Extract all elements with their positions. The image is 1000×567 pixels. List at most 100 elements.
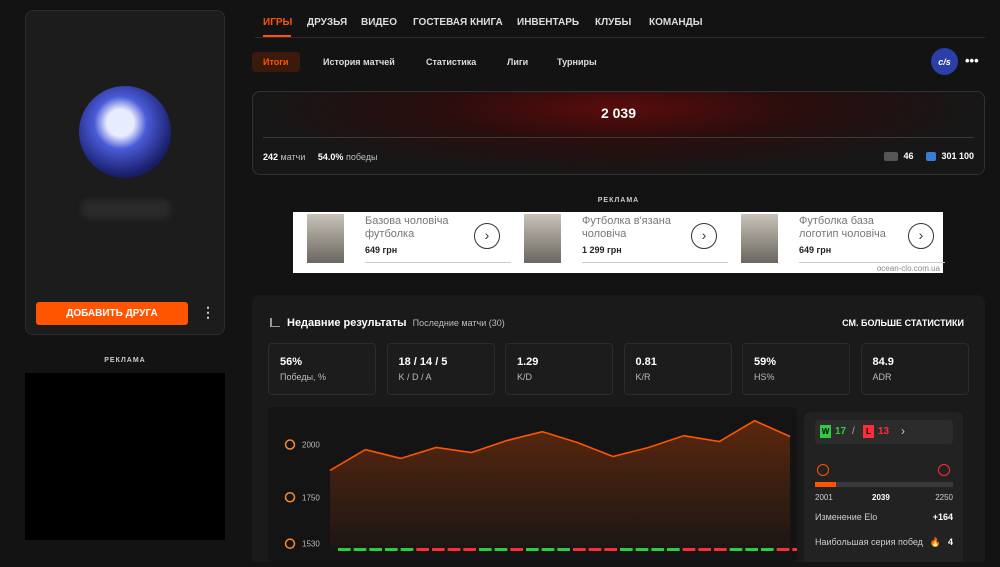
ad-title[interactable]: Футболка база логотип чоловіча: [799, 215, 886, 240]
stat-card: 84.9 ADR: [860, 343, 969, 395]
match-result: [588, 548, 602, 551]
section-title: Недавние результаты: [287, 317, 407, 329]
match-result: [761, 548, 774, 551]
nav-tab[interactable]: КЛУБЫ: [595, 17, 632, 28]
ad-title[interactable]: Футболка в'язана чоловіча: [582, 215, 671, 240]
ad-price: 1 299 грн: [582, 245, 622, 255]
match-result: [416, 548, 429, 551]
summary-panel: W 17 / L 13 › 2001 2039 2250 Изменение Elo +164 Наи…: [804, 412, 963, 562]
main-nav: ИГРЫ ДРУЗЬЯ ВИДЕО ГОСТЕВАЯ КНИГА ИНВЕНТАРЬ КЛ…: [255, 0, 985, 38]
ad-label: РЕКЛАМА: [597, 197, 640, 204]
more-stats-link[interactable]: СМ. БОЛЬШЕ СТАТИСТИКИ: [842, 318, 964, 328]
matches-label: матчи: [280, 152, 306, 162]
elo-change-label: Изменение Elo: [815, 512, 878, 522]
nav-tab[interactable]: КОМАНДЫ: [649, 17, 703, 28]
add-friend-button[interactable]: ДОБАВИТЬ ДРУГА: [36, 302, 188, 325]
ad-image: [741, 214, 778, 263]
game-badge[interactable]: c/s: [931, 48, 958, 75]
elo-banner: 2 039 242 матчи 54.0% победы 46 301 100: [252, 91, 985, 175]
badge-icon: [926, 151, 937, 161]
matches: 242: [263, 152, 279, 162]
elo-value: 2 039: [600, 105, 637, 121]
blurred-name: [81, 199, 171, 219]
nav-tab[interactable]: ДРУЗЬЯ: [307, 17, 348, 28]
stat-label: K/R: [635, 372, 651, 382]
stat-card: 18 / 14 / 5 K / D / A: [386, 343, 495, 395]
match-result: [573, 548, 586, 551]
streak-label: Наибольшая серия побед: [815, 537, 923, 547]
ad-title[interactable]: Базова чоловіча футболка: [365, 215, 449, 240]
section-header: Недавние результаты Последние матчи (30): [287, 317, 505, 329]
more-menu[interactable]: ⋮: [201, 304, 215, 320]
stat-value: 56%: [280, 356, 303, 368]
ad-arrow[interactable]: ›: [908, 223, 934, 249]
match-result: [729, 548, 743, 551]
match-result: [338, 548, 351, 551]
y-tick-label: 1750: [302, 493, 320, 502]
more-dots[interactable]: •••: [965, 53, 979, 68]
match-result: [385, 548, 398, 551]
nav-tab[interactable]: ИНВЕНТАРЬ: [517, 17, 580, 28]
nav-tab[interactable]: ГОСТЕВАЯ КНИГА: [413, 17, 503, 28]
nav-tab[interactable]: ИГРЫ: [263, 17, 293, 28]
match-result: [353, 548, 367, 551]
expand-arrow[interactable]: ›: [901, 424, 905, 438]
elo-track: [815, 482, 953, 487]
stat-label: Победы, %: [280, 372, 327, 382]
ad-arrow[interactable]: ›: [474, 223, 500, 249]
match-result: [714, 548, 727, 551]
match-result: [620, 548, 633, 551]
ad-banner[interactable]: ocean-clo.com.ua Базова чоловіча футболк…: [293, 212, 945, 273]
ad-underline: [365, 262, 511, 263]
stat-card: 59% HS%: [742, 343, 850, 395]
match-result: [494, 548, 508, 551]
match-result: [557, 548, 570, 551]
streak: 4: [947, 537, 953, 547]
win-letter: W: [820, 425, 831, 438]
loss-letter: L: [863, 425, 874, 438]
area-fill: [330, 420, 790, 550]
recent-results: Недавние результаты Последние матчи (30)…: [252, 295, 985, 562]
stat-label: ADR: [872, 372, 892, 382]
sub-tab[interactable]: Статистика: [426, 57, 477, 67]
match-result: [479, 548, 492, 551]
elo-progress: [815, 482, 837, 487]
sub-tab[interactable]: Турниры: [557, 57, 597, 67]
match-result: [792, 548, 805, 551]
badge-a: 46: [903, 151, 914, 161]
chart-icon: [270, 318, 280, 327]
sub-tab[interactable]: История матчей: [323, 57, 395, 67]
match-result: [604, 548, 617, 551]
stat-card: 1.29 K/D: [505, 343, 613, 395]
nav-tab[interactable]: ВИДЕО: [361, 17, 397, 28]
ad-underline: [799, 262, 945, 263]
stat-value: 1.29: [517, 356, 539, 368]
stat-label: K / D / A: [398, 372, 432, 382]
button-label: ДОБАВИТЬ ДРУГА: [66, 308, 158, 319]
match-result: [745, 548, 758, 551]
ad-price: 649 грн: [365, 245, 398, 255]
ad-arrow[interactable]: ›: [691, 223, 717, 249]
separator: /: [852, 426, 855, 437]
elo-change: +164: [932, 512, 953, 522]
win-loss: W 17 / L 13 ›: [815, 420, 953, 444]
sub-tab[interactable]: Итоги: [252, 52, 300, 72]
sub-tab[interactable]: Лиги: [507, 57, 529, 67]
losses: 13: [878, 426, 890, 437]
y-tick-label: 2000: [302, 441, 320, 450]
winrate: 54.0%: [317, 152, 344, 162]
match-result: [776, 548, 790, 551]
match-result: [447, 548, 461, 551]
ad-image: [307, 214, 344, 263]
badge-b: 301 100: [941, 151, 974, 161]
stat-label: HS%: [754, 372, 775, 382]
stat-card: 0.81 K/R: [623, 343, 732, 395]
section-subtitle: Последние матчи (30): [412, 318, 505, 328]
match-result: [510, 548, 523, 551]
match-result: [541, 548, 555, 551]
ad-underline: [582, 262, 728, 263]
match-result: [698, 548, 711, 551]
match-result: [463, 548, 476, 551]
streak-icon: 🔥: [929, 537, 941, 547]
